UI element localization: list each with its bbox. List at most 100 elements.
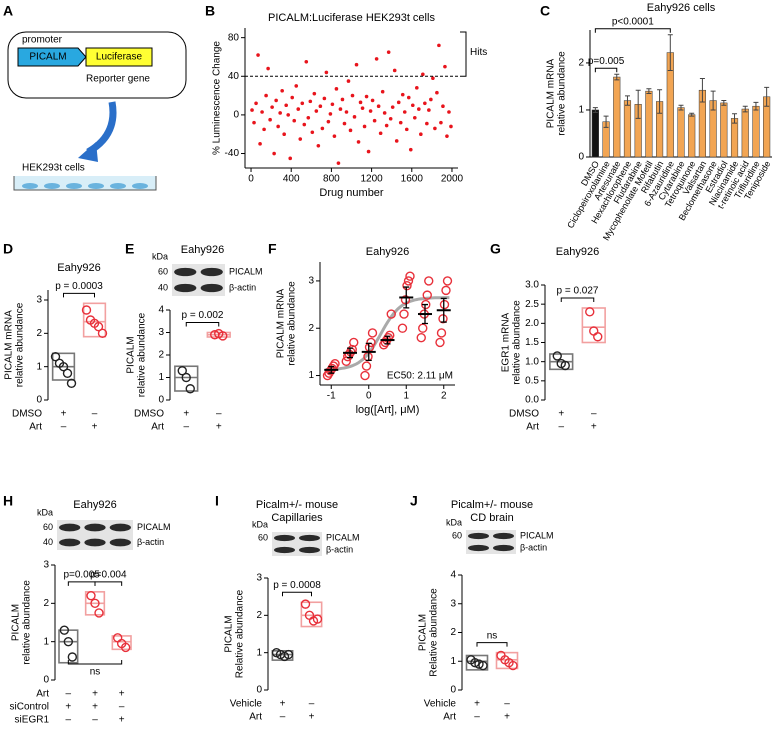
point bbox=[412, 115, 417, 120]
point bbox=[421, 299, 431, 310]
point bbox=[399, 309, 409, 319]
row-label: Vehicle bbox=[424, 699, 457, 710]
blot-band bbox=[299, 534, 320, 542]
y-tick-label: 1 bbox=[43, 636, 49, 647]
point bbox=[288, 156, 293, 161]
significance-bracket bbox=[94, 581, 123, 586]
point bbox=[470, 657, 480, 668]
point bbox=[435, 90, 439, 95]
point bbox=[338, 107, 343, 111]
y-tick-label: 1 bbox=[256, 647, 262, 658]
panel-a: A promoter PICALM Luciferase Reporter ge… bbox=[3, 3, 187, 191]
bar bbox=[688, 114, 696, 158]
panel-letter: F bbox=[268, 241, 277, 257]
point bbox=[336, 161, 341, 165]
y-tick-label: 0 bbox=[36, 395, 42, 406]
chart-title: Eahy926 cells bbox=[647, 2, 716, 14]
arrow-head bbox=[78, 142, 98, 162]
y-axis-label: Relative abundance bbox=[429, 588, 440, 677]
point bbox=[376, 104, 381, 109]
chart-title: Picalm+/- mouse bbox=[451, 499, 533, 511]
x-tick-label: 1600 bbox=[401, 174, 424, 185]
y-axis-label: PICALM bbox=[418, 614, 429, 651]
y-axis-label: EGR1 mRNA bbox=[501, 312, 512, 372]
panel-letter: H bbox=[3, 493, 13, 509]
point bbox=[254, 101, 258, 106]
row-label: Art bbox=[29, 422, 42, 433]
blot-band bbox=[174, 283, 197, 293]
point bbox=[366, 337, 376, 348]
error-bar bbox=[614, 73, 620, 81]
point bbox=[260, 110, 264, 114]
marker-label: 60 bbox=[452, 530, 462, 540]
point bbox=[364, 94, 369, 99]
error-bar bbox=[667, 34, 673, 71]
row-label: DMSO bbox=[12, 409, 42, 420]
blot-band bbox=[200, 267, 223, 277]
blot-band bbox=[274, 534, 295, 542]
significance-label: p = 0.002 bbox=[182, 310, 224, 321]
point bbox=[352, 115, 357, 119]
y-tick-label: 40 bbox=[228, 71, 240, 82]
y-axis-label: PICALM mRNA bbox=[4, 310, 15, 380]
point bbox=[94, 608, 104, 618]
band-label: PICALM bbox=[520, 530, 554, 540]
y-tick-label: 1 bbox=[308, 370, 314, 381]
point bbox=[406, 95, 411, 100]
row-sign: – bbox=[216, 409, 222, 420]
reporter-gene-label: Reporter gene bbox=[86, 74, 150, 85]
reporter-label: Luciferase bbox=[96, 52, 143, 63]
y-tick-label: 3 bbox=[43, 560, 49, 571]
cells bbox=[22, 183, 148, 189]
y-axis-label: relative abundance bbox=[287, 281, 298, 366]
y-axis-label: PICALM bbox=[126, 336, 137, 373]
point bbox=[320, 126, 325, 131]
box bbox=[300, 601, 323, 628]
y-tick-label: 3 bbox=[256, 573, 262, 584]
hits-bracket bbox=[460, 31, 467, 77]
bar bbox=[720, 102, 728, 158]
point bbox=[284, 103, 288, 108]
point bbox=[449, 124, 453, 129]
row-sign: – bbox=[119, 702, 125, 713]
point bbox=[404, 127, 409, 132]
point bbox=[272, 151, 276, 156]
row-sign: – bbox=[66, 715, 72, 726]
panel-letter: B bbox=[205, 3, 215, 19]
row-sign: – bbox=[92, 409, 98, 420]
point bbox=[342, 121, 347, 126]
point bbox=[405, 271, 415, 281]
point bbox=[332, 134, 337, 138]
y-tick-label: 2.5 bbox=[525, 299, 539, 310]
point bbox=[258, 142, 262, 146]
point bbox=[302, 122, 307, 127]
chart-title: PICALM:Luciferase HEK293t cells bbox=[268, 12, 435, 24]
y-tick-label: -40 bbox=[225, 148, 240, 159]
point bbox=[283, 649, 294, 660]
significance-bracket bbox=[185, 322, 220, 327]
point bbox=[308, 99, 313, 104]
point bbox=[278, 111, 282, 115]
point bbox=[350, 93, 355, 98]
point bbox=[423, 101, 427, 106]
significance-label: p = 0.027 bbox=[557, 286, 599, 297]
box bbox=[581, 307, 606, 344]
point bbox=[296, 107, 301, 111]
y-tick-label: 3.0 bbox=[525, 280, 539, 291]
point bbox=[312, 614, 323, 624]
point bbox=[112, 633, 123, 643]
error-bar bbox=[403, 286, 410, 309]
plasmid bbox=[7, 31, 187, 99]
point bbox=[443, 64, 447, 69]
point bbox=[427, 108, 431, 112]
error-bar bbox=[365, 342, 372, 362]
y-tick-label: 2 bbox=[256, 610, 262, 621]
point bbox=[344, 349, 354, 359]
point bbox=[415, 86, 419, 90]
point bbox=[441, 285, 451, 296]
row-sign: – bbox=[66, 689, 72, 700]
point bbox=[397, 323, 408, 333]
point bbox=[439, 299, 450, 310]
significance-bracket bbox=[67, 581, 96, 586]
point bbox=[370, 98, 375, 103]
